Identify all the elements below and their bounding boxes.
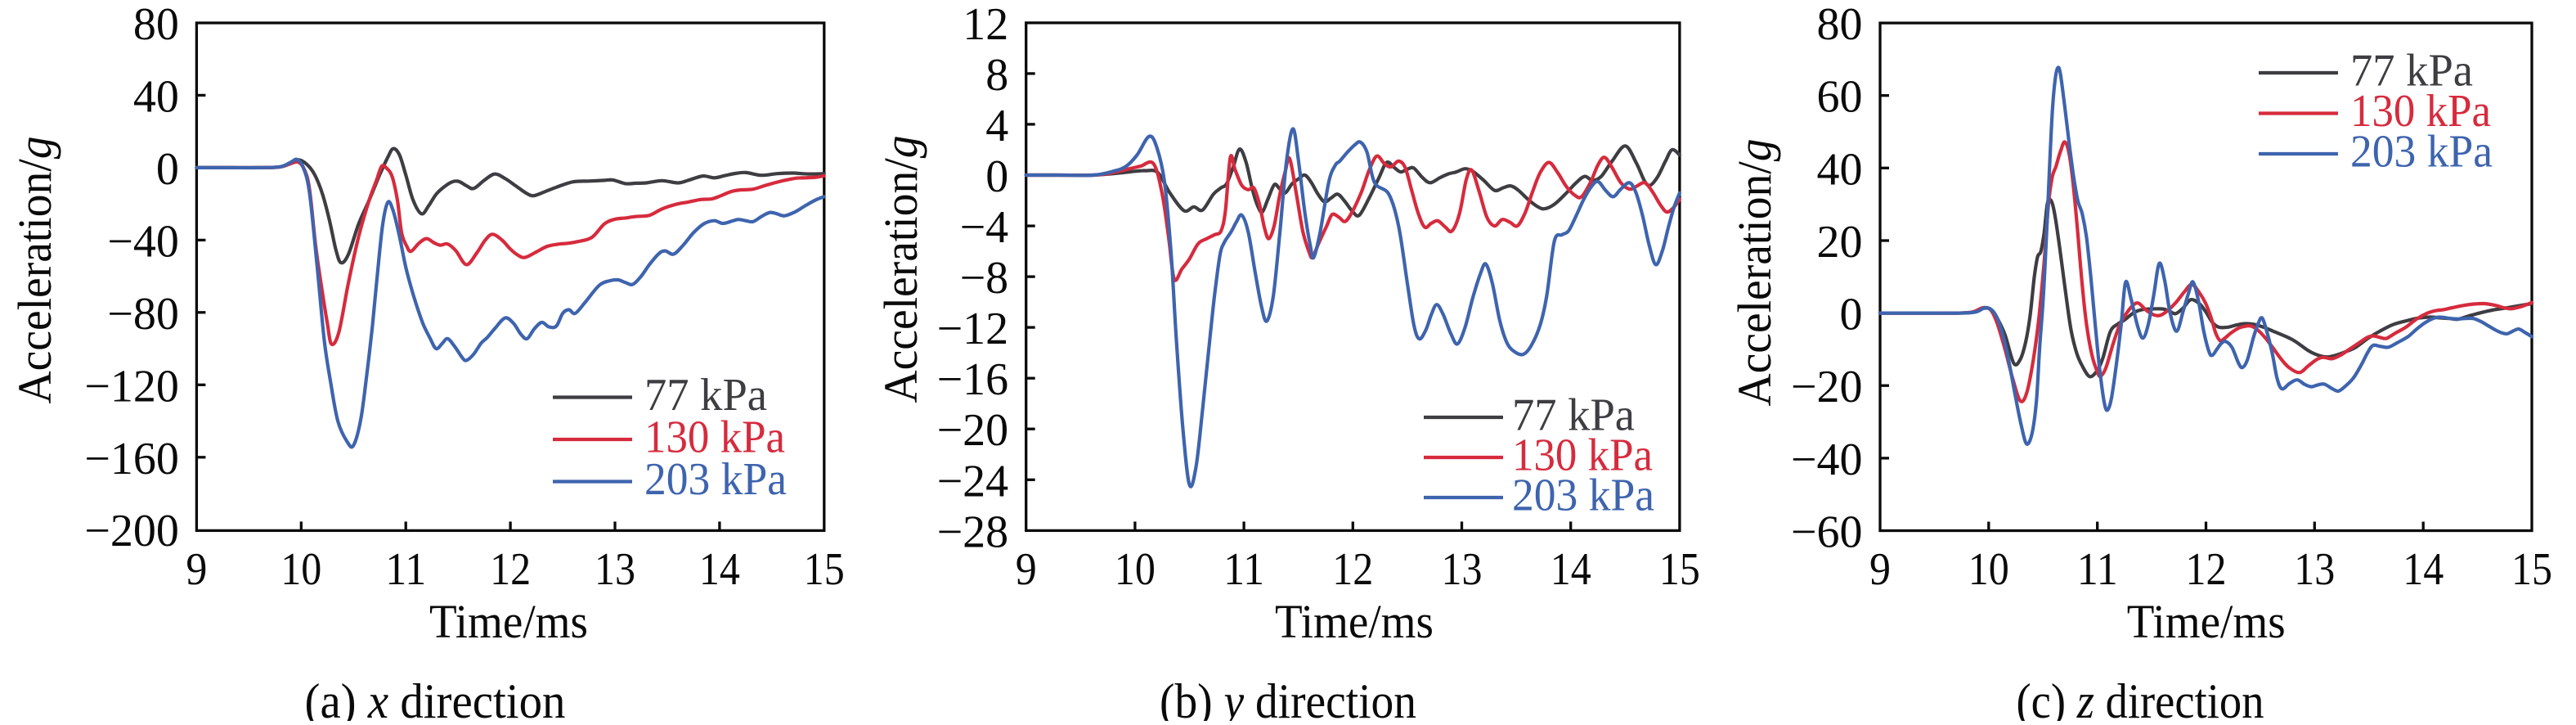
- svg-text:60: 60: [1817, 72, 1863, 123]
- svg-text:−80: −80: [107, 289, 179, 340]
- svg-text:13: 13: [595, 544, 635, 595]
- svg-text:203 kPa: 203 kPa: [644, 454, 787, 505]
- svg-text:0: 0: [156, 144, 179, 195]
- svg-text:−40: −40: [1791, 435, 1863, 485]
- svg-text:−120: −120: [84, 361, 179, 412]
- svg-text:20: 20: [1817, 217, 1863, 268]
- svg-text:(b) y direction: (b) y direction: [1160, 674, 1416, 721]
- svg-text:−28: −28: [937, 507, 1009, 557]
- svg-text:80: 80: [1817, 0, 1863, 50]
- svg-text:(c) z direction: (c) z direction: [2017, 674, 2264, 721]
- svg-text:Acceleration/g: Acceleration/g: [874, 136, 927, 403]
- svg-text:−40: −40: [107, 216, 179, 267]
- svg-text:Time/ms: Time/ms: [429, 595, 588, 648]
- svg-text:12: 12: [963, 0, 1008, 50]
- svg-text:−200: −200: [84, 506, 179, 556]
- svg-text:11: 11: [385, 544, 426, 595]
- svg-text:(a) x direction: (a) x direction: [305, 674, 566, 721]
- svg-text:−20: −20: [1791, 362, 1863, 412]
- svg-text:13: 13: [1442, 544, 1483, 595]
- svg-text:9: 9: [1016, 544, 1037, 595]
- svg-text:130 kPa: 130 kPa: [644, 412, 785, 463]
- svg-text:10: 10: [280, 544, 321, 595]
- svg-text:11: 11: [2077, 544, 2118, 595]
- svg-text:Time/ms: Time/ms: [1275, 595, 1434, 648]
- svg-text:77 kPa: 77 kPa: [644, 370, 767, 421]
- svg-text:12: 12: [2186, 544, 2227, 595]
- svg-text:13: 13: [2294, 544, 2335, 595]
- svg-text:77 kPa: 77 kPa: [1512, 390, 1635, 441]
- svg-text:0: 0: [985, 151, 1008, 202]
- svg-text:40: 40: [133, 71, 179, 122]
- svg-text:11: 11: [1223, 544, 1264, 595]
- svg-text:130 kPa: 130 kPa: [2350, 86, 2491, 137]
- svg-text:Acceleration/g: Acceleration/g: [8, 137, 61, 404]
- svg-text:−12: −12: [937, 304, 1009, 354]
- svg-text:10: 10: [1968, 544, 2009, 595]
- svg-text:9: 9: [1869, 544, 1891, 595]
- svg-text:80: 80: [133, 0, 179, 50]
- svg-text:Time/ms: Time/ms: [2127, 595, 2286, 648]
- svg-text:−20: −20: [937, 405, 1009, 456]
- svg-text:14: 14: [1551, 544, 1591, 595]
- svg-text:−60: −60: [1791, 507, 1863, 558]
- svg-text:−4: −4: [960, 202, 1009, 253]
- svg-text:−160: −160: [84, 434, 179, 484]
- svg-text:−16: −16: [937, 354, 1009, 405]
- svg-text:9: 9: [186, 544, 207, 595]
- svg-text:Acceleration/g: Acceleration/g: [1728, 139, 1781, 407]
- svg-text:8: 8: [985, 50, 1008, 101]
- svg-text:40: 40: [1817, 144, 1863, 195]
- svg-text:14: 14: [2403, 544, 2444, 595]
- svg-text:203 kPa: 203 kPa: [2350, 127, 2493, 178]
- svg-text:15: 15: [804, 544, 845, 595]
- svg-text:203 kPa: 203 kPa: [1512, 471, 1654, 521]
- svg-text:77 kPa: 77 kPa: [2350, 46, 2473, 97]
- svg-text:12: 12: [490, 544, 531, 595]
- svg-text:−24: −24: [937, 456, 1009, 507]
- svg-text:14: 14: [699, 544, 740, 595]
- svg-text:4: 4: [985, 101, 1008, 151]
- svg-text:0: 0: [1840, 290, 1863, 340]
- svg-text:15: 15: [2511, 544, 2552, 595]
- svg-text:130 kPa: 130 kPa: [1512, 430, 1653, 481]
- svg-text:−8: −8: [960, 253, 1009, 304]
- svg-text:10: 10: [1115, 544, 1156, 595]
- svg-text:15: 15: [1659, 544, 1700, 595]
- svg-text:12: 12: [1332, 544, 1373, 595]
